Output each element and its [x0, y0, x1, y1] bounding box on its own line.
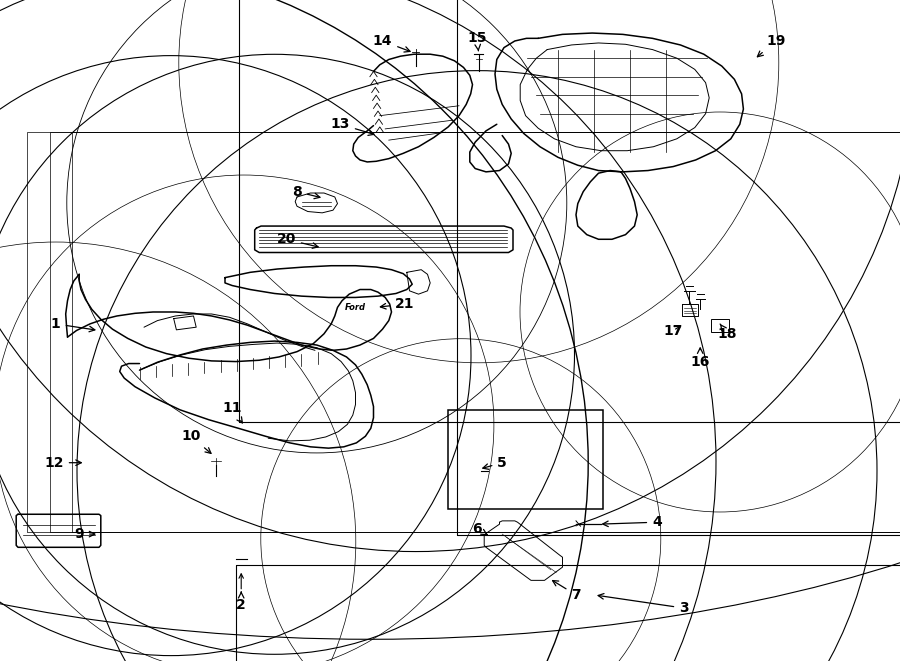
Text: 10: 10	[181, 429, 211, 453]
Bar	[448, 410, 603, 509]
Text: 8: 8	[292, 184, 320, 199]
Text: 6: 6	[472, 522, 487, 536]
Text: 20: 20	[276, 232, 318, 249]
Text: 16: 16	[690, 348, 710, 369]
Text: 3: 3	[598, 594, 688, 615]
Text: 15: 15	[467, 31, 487, 51]
Text: 14: 14	[373, 34, 410, 52]
Bar	[50, 132, 900, 532]
Text: 21: 21	[381, 297, 415, 311]
Text: 19: 19	[758, 34, 786, 57]
Bar	[711, 319, 729, 332]
Bar	[27, 132, 900, 532]
Text: 1: 1	[51, 317, 94, 332]
Text: 7: 7	[553, 580, 580, 602]
Text: 4: 4	[603, 515, 662, 529]
Bar	[72, 132, 900, 532]
Text: 12: 12	[44, 455, 81, 470]
Bar	[457, 0, 900, 535]
Text: 18: 18	[717, 324, 737, 341]
Text: 11: 11	[222, 401, 242, 423]
Text: Ford: Ford	[345, 303, 366, 312]
Text: 5: 5	[482, 455, 507, 470]
Text: 9: 9	[75, 527, 94, 541]
Text: 13: 13	[330, 117, 374, 136]
Text: 17: 17	[663, 323, 683, 338]
Text: 2: 2	[237, 592, 246, 612]
